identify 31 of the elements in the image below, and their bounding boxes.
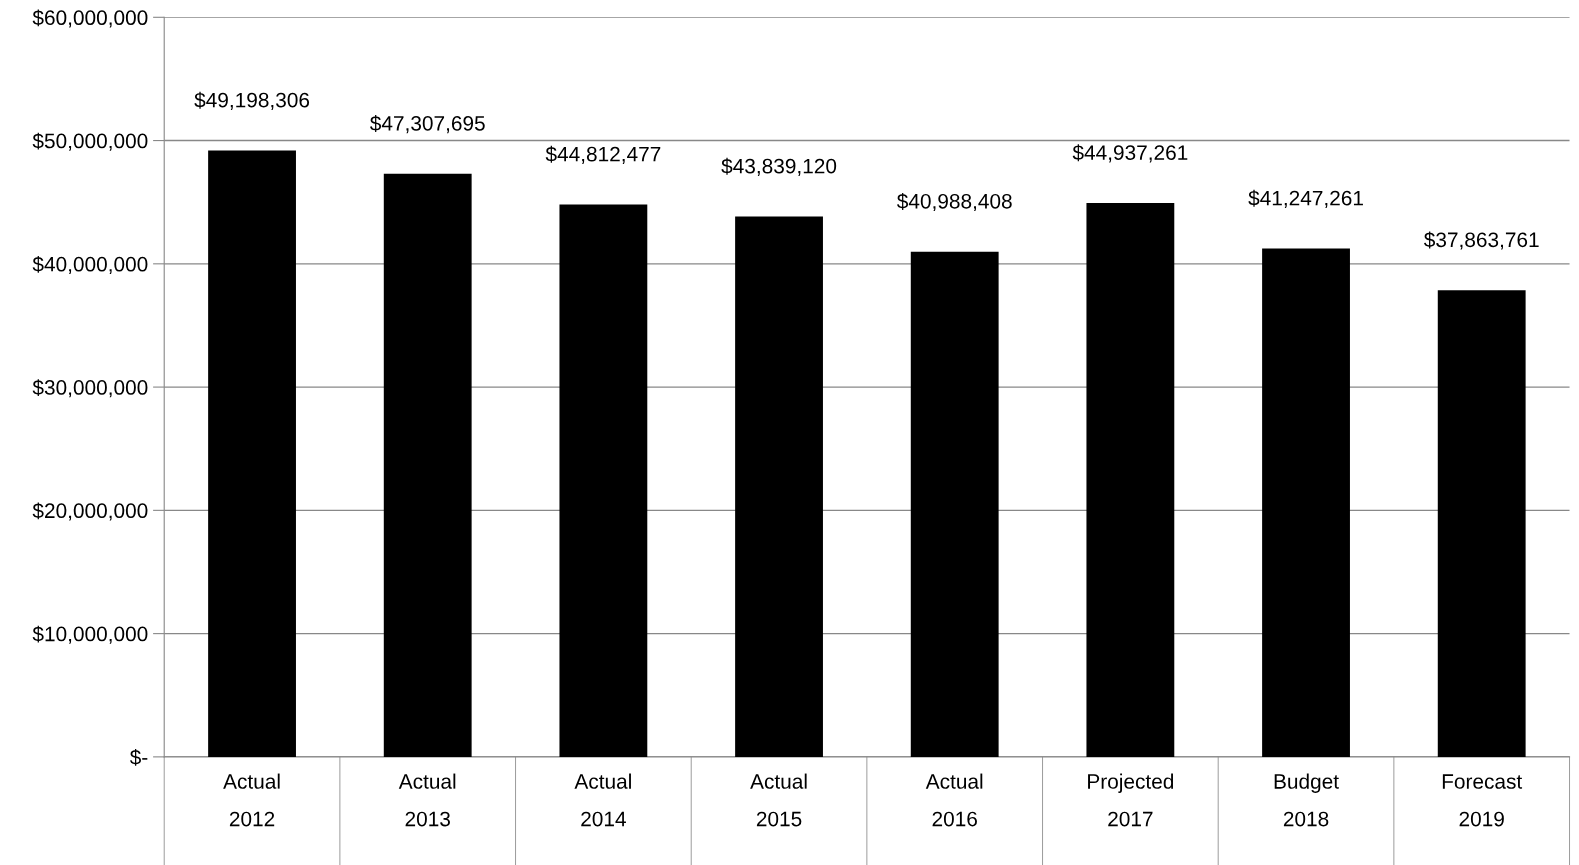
x-tick-label: Actual 2015 (750, 773, 807, 827)
x-tick-label: Actual 2016 (925, 773, 983, 827)
bar (910, 251, 999, 757)
data-label: $49,198,306 (194, 91, 310, 110)
x-tick-label: Actual 2014 (574, 773, 631, 827)
bar (559, 204, 648, 757)
x-tick-label: Budget 2018 (1274, 773, 1339, 827)
bar (208, 150, 296, 757)
x-tick-label: Projected 2017 (1088, 773, 1174, 827)
data-label: $44,812,477 (545, 145, 661, 164)
bar (383, 173, 472, 757)
y-tick-label: $- (129, 749, 148, 766)
y-tick-label: $20,000,000 (32, 502, 148, 521)
y-tick-label: $40,000,000 (32, 255, 148, 275)
data-label: $41,247,261 (1248, 189, 1363, 208)
y-tick-label: $10,000,000 (32, 625, 148, 644)
bar (735, 216, 823, 757)
x-tick-label: Forecast 2019 (1442, 774, 1523, 827)
data-label: $43,839,120 (721, 157, 837, 176)
bar (1086, 202, 1175, 757)
x-tick-label: Actual 2013 (398, 773, 456, 827)
y-tick-label: $30,000,000 (32, 379, 148, 398)
data-label: $37,863,761 (1424, 231, 1539, 250)
data-label: $47,307,695 (370, 115, 485, 134)
bar (1437, 290, 1526, 757)
data-label: $44,937,261 (1072, 144, 1188, 163)
y-tick-label: $50,000,000 (32, 132, 148, 151)
data-label: $40,988,408 (897, 193, 1012, 212)
x-tick-label: Actual 2012 (223, 773, 280, 827)
bar (1262, 248, 1350, 757)
y-tick-label: $60,000,000 (32, 9, 148, 28)
